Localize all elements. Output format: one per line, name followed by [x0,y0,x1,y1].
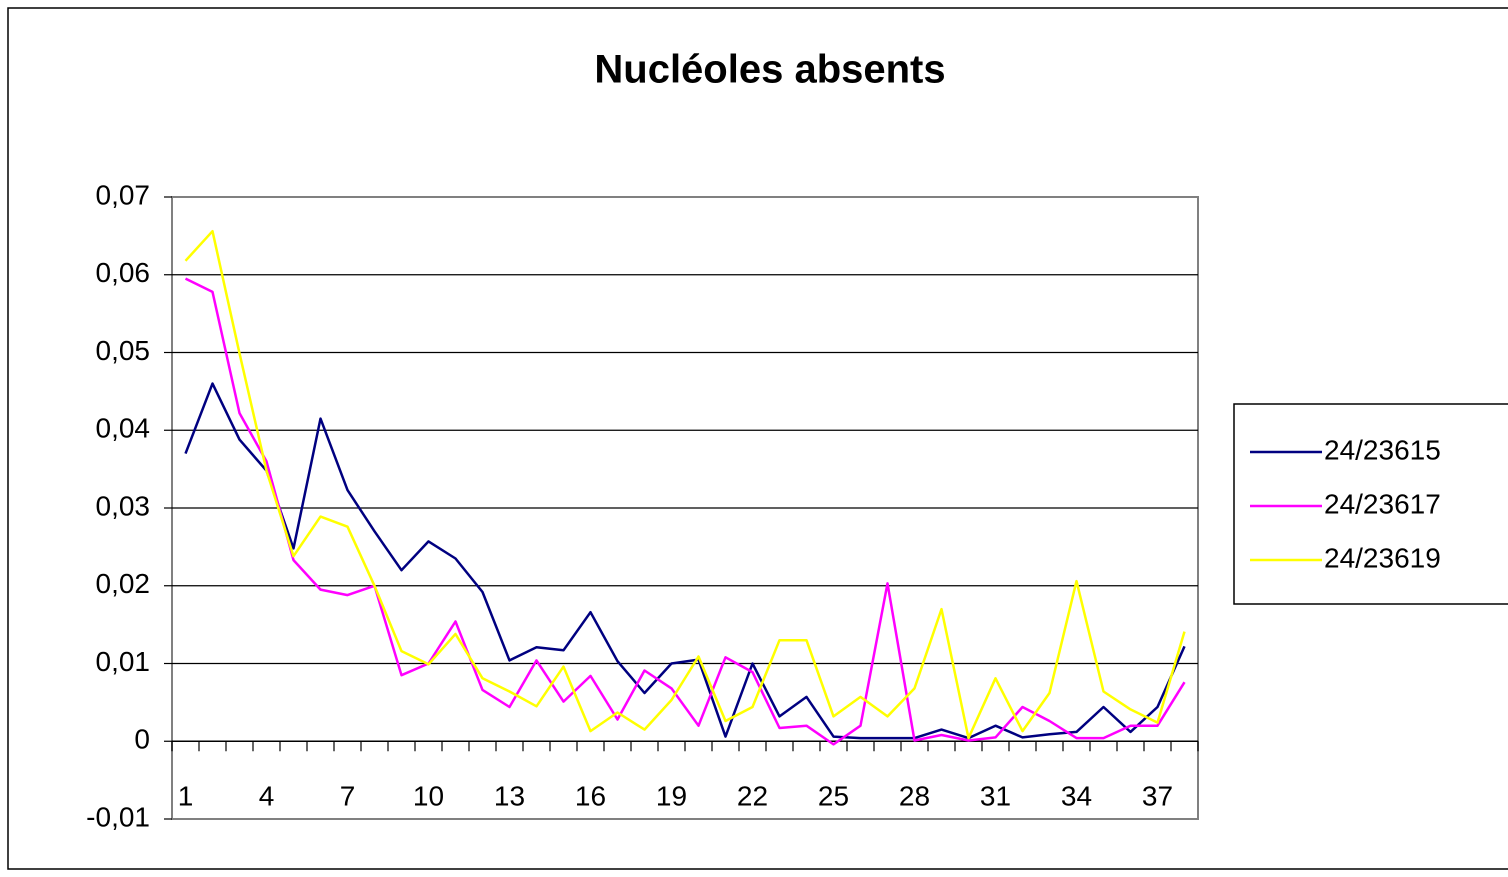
legend [1233,403,1508,605]
x-tick-label: 22 [737,780,768,811]
x-tick-label: 10 [413,780,444,811]
x-tick-label: 25 [818,780,849,811]
x-tick-label: 37 [1142,780,1173,811]
series-line [184,229,1186,740]
legend-label: 24/23617 [1324,488,1441,519]
y-tick-label: 0,02 [96,568,151,599]
y-tick-label: 0,04 [96,413,151,444]
x-tick-label: 28 [899,780,930,811]
x-tick-label: 13 [494,780,525,811]
x-tick-label: 16 [575,780,606,811]
y-tick-label: 0,07 [96,179,151,210]
x-tick-label: 7 [340,780,356,811]
x-tick-label: 34 [1061,780,1092,811]
y-tick-label: 0,05 [96,335,151,366]
y-tick-label: 0,06 [96,257,151,288]
x-tick-label: 4 [259,780,275,811]
x-tick-label: 1 [178,780,194,811]
x-tick-label: 31 [980,780,1011,811]
legend-label: 24/23619 [1324,542,1441,573]
y-tick-label: 0,03 [96,490,151,521]
y-tick-label: 0 [134,724,150,755]
y-tick-label: -0,01 [86,801,150,832]
y-tick-label: 0,01 [96,646,151,677]
series-line [184,277,1186,746]
chart-title: Nucléoles absents [594,48,945,92]
x-tick-label: 19 [656,780,687,811]
legend-label: 24/23615 [1324,434,1441,465]
series-line [184,382,1186,740]
